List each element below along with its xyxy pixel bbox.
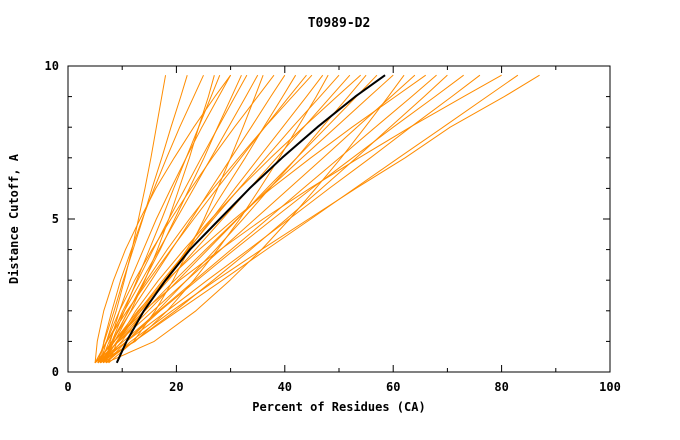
- plot-title: T0989-D2: [308, 16, 371, 31]
- model-trace: [102, 74, 427, 364]
- x-tick-label: 80: [494, 380, 508, 394]
- x-tick-label: 20: [169, 380, 183, 394]
- model-trace: [100, 74, 204, 363]
- model-trace: [108, 75, 264, 364]
- model-trace: [100, 74, 448, 364]
- model-trace: [100, 74, 275, 363]
- model-trace: [102, 74, 519, 364]
- model-trace: [94, 75, 167, 364]
- model-trace: [102, 74, 297, 364]
- model-trace: [105, 74, 313, 363]
- model-trace: [97, 75, 188, 363]
- model-trace: [105, 74, 464, 364]
- model-trace: [100, 74, 502, 364]
- x-tick-label: 100: [599, 380, 621, 394]
- y-axis-label: Distance Cutoff, A: [7, 153, 21, 284]
- x-tick-label: 60: [386, 380, 400, 394]
- model-trace: [97, 74, 437, 364]
- model-trace: [100, 74, 394, 364]
- model-trace: [97, 74, 329, 364]
- x-tick-label: 0: [64, 380, 71, 394]
- highlighted-model-trace: [115, 74, 386, 364]
- x-tick-label: 40: [278, 380, 292, 394]
- model-trace: [94, 74, 351, 364]
- x-axis-label: Percent of Residues (CA): [252, 400, 425, 414]
- model-trace: [97, 74, 286, 364]
- y-tick-label: 0: [52, 365, 59, 379]
- y-tick-label: 5: [52, 212, 59, 226]
- plot-frame: [67, 65, 611, 373]
- model-trace: [105, 74, 540, 364]
- model-trace: [94, 74, 307, 364]
- model-trace: [97, 74, 481, 364]
- y-tick-label: 10: [45, 59, 59, 73]
- model-trace: [94, 74, 416, 364]
- model-trace: [94, 74, 232, 363]
- model-trace: [105, 74, 232, 363]
- model-trace: [94, 74, 259, 364]
